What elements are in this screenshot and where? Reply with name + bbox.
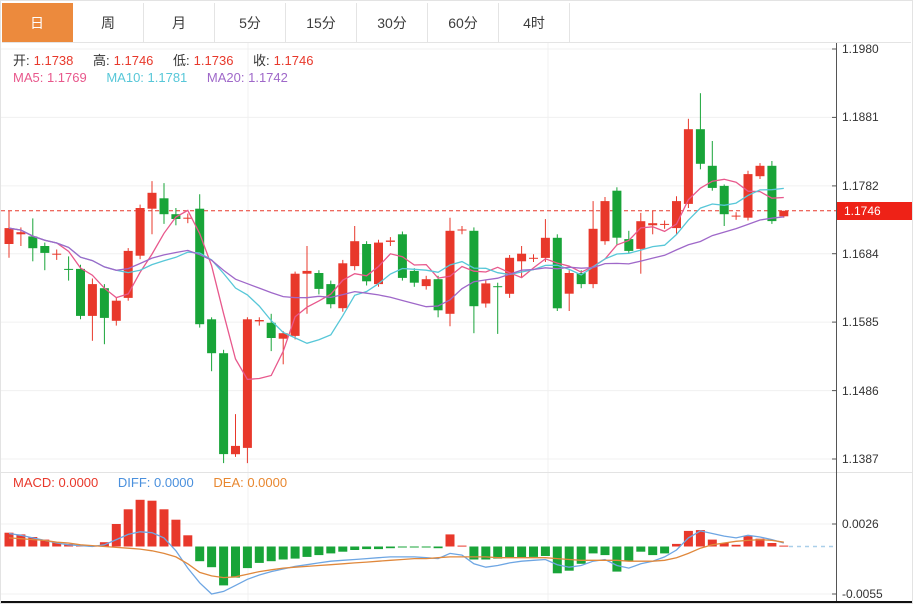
open-value: 1.1738 <box>33 53 74 68</box>
close-label: 收: <box>253 53 270 68</box>
ohlc-header: 开: 1.1738 高: 1.1746 低: 1.1736 收: 1.1746 <box>13 50 329 69</box>
tab-4hour[interactable]: 4时 <box>499 3 570 42</box>
candlestick-series <box>4 93 789 464</box>
ma5-line <box>8 178 784 381</box>
open-label: 开: <box>13 53 30 68</box>
macd-value: MACD: 0.0000 <box>13 475 99 490</box>
price-tick-label: 1.1585 <box>842 315 879 329</box>
ma5-value: MA5: 1.1769 <box>13 70 87 85</box>
macd-histogram <box>4 499 789 586</box>
price-tick-label: 1.1684 <box>842 247 879 261</box>
low-label: 低: <box>173 53 190 68</box>
ma-header: MA5: 1.1769 MA10: 1.1781 MA20: 1.1742 <box>13 70 304 85</box>
low-value: 1.1736 <box>193 53 234 68</box>
ma10-value: MA10: 1.1781 <box>106 70 188 85</box>
price-tick-label: 1.1980 <box>842 42 879 56</box>
price-tick-label: 1.1881 <box>842 110 879 124</box>
macd-tick-label: 0.0026 <box>842 517 879 531</box>
price-tick-label: 1.1486 <box>842 384 879 398</box>
dea-value: DEA: 0.0000 <box>213 475 288 490</box>
timeframe-tabs: 日 周 月 5分 15分 30分 60分 4时 <box>2 3 911 43</box>
high-label: 高: <box>93 53 110 68</box>
high-value: 1.1746 <box>113 53 154 68</box>
tab-daily[interactable]: 日 <box>2 3 73 42</box>
tab-weekly[interactable]: 周 <box>73 3 144 42</box>
close-value: 1.1746 <box>273 53 314 68</box>
ma10-line <box>8 187 784 344</box>
macd-tick-label: -0.0055 <box>842 587 883 601</box>
tab-60min[interactable]: 60分 <box>428 3 499 42</box>
dea-line <box>8 537 784 579</box>
macd-header: MACD: 0.0000 DIFF: 0.0000 DEA: 0.0000 <box>13 475 303 490</box>
price-tick-label: 1.1782 <box>842 179 879 193</box>
ma20-value: MA20: 1.1742 <box>206 70 288 85</box>
ma20-line <box>8 216 784 308</box>
price-tick-label: 1.1387 <box>842 452 879 466</box>
gridlines <box>1 43 912 601</box>
tab-5min[interactable]: 5分 <box>215 3 286 42</box>
tab-30min[interactable]: 30分 <box>357 3 428 42</box>
price-axis <box>1 43 912 603</box>
last-price-badge: 1.1746 <box>837 202 912 220</box>
tab-monthly[interactable]: 月 <box>144 3 215 42</box>
diff-value: DIFF: 0.0000 <box>117 475 194 490</box>
tab-15min[interactable]: 15分 <box>286 3 357 42</box>
